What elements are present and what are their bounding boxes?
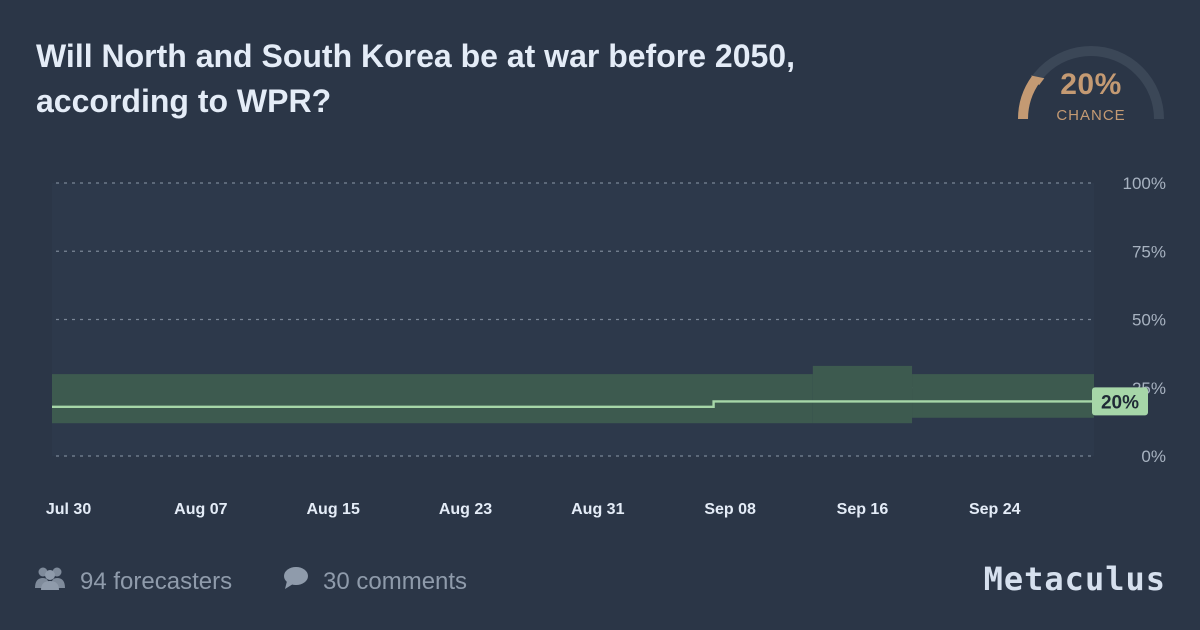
x-tick-label: Aug 23	[439, 501, 492, 518]
y-tick-label: 75%	[1132, 242, 1166, 261]
y-tick-label: 0%	[1141, 447, 1166, 466]
comments-count: 30 comments	[323, 567, 468, 595]
forecasters-count: 94 forecasters	[80, 567, 233, 595]
gauge-value: 20%	[1060, 68, 1122, 101]
question-title[interactable]: Will North and South Korea be at war bef…	[36, 38, 795, 119]
confidence-band	[912, 374, 1094, 418]
users-icon	[34, 566, 66, 597]
gauge-arc	[1018, 46, 1164, 120]
x-tick-label: Jul 30	[46, 501, 91, 518]
comments-stat[interactable]: 30 comments	[283, 566, 467, 597]
y-tick-label: 100%	[1123, 174, 1166, 193]
x-tick-label: Sep 08	[704, 501, 756, 518]
current-value-label: 20%	[1101, 392, 1139, 413]
x-tick-label: Aug 15	[307, 501, 360, 518]
median-line	[52, 400, 1094, 409]
forecast-chart[interactable]: 0%25%50%75%100%20%Jul 30 Aug 07 Aug 15 Aug …	[0, 0, 1200, 540]
metaculus-logo[interactable]: Metaculus	[983, 560, 1166, 598]
comment-icon	[283, 566, 309, 597]
y-tick-label: 50%	[1132, 311, 1166, 330]
forecasters-stat: 94 forecasters	[34, 566, 232, 597]
confidence-band	[52, 374, 813, 424]
x-tick-label: Sep 16	[837, 501, 889, 518]
x-tick-label: Aug 07	[174, 501, 227, 518]
probability-gauge: 20% CHANCE	[1008, 30, 1178, 140]
current-value-badge	[1092, 387, 1148, 416]
gauge-label: CHANCE	[1056, 107, 1126, 124]
confidence-band	[812, 365, 913, 424]
x-tick-label: Aug 31	[571, 501, 624, 518]
x-tick-label: Sep 24	[969, 501, 1021, 518]
